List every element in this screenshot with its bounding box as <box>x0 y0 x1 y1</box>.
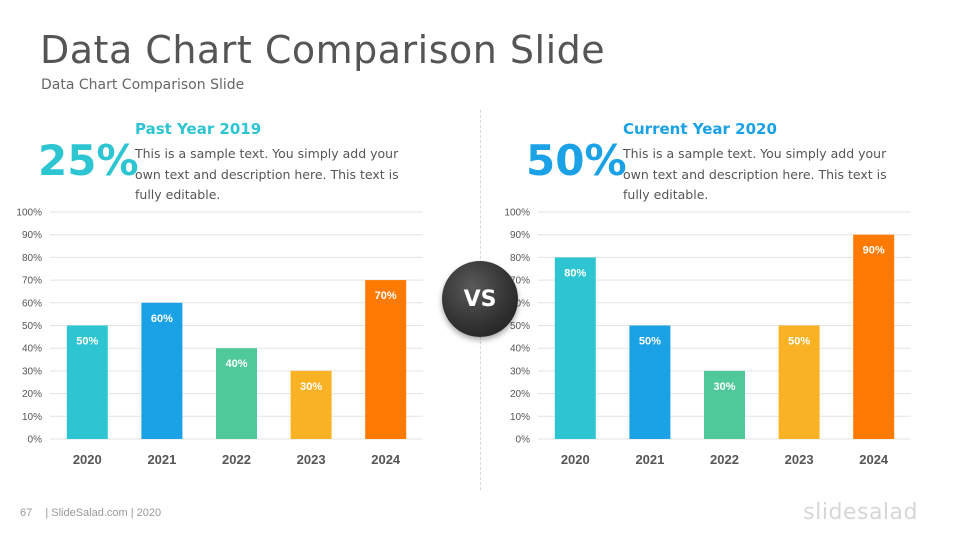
y-tick-label: 100% <box>16 208 42 219</box>
y-tick-label: 50% <box>510 321 530 332</box>
panel-description: This is a sample text. You simply add yo… <box>135 146 399 202</box>
data-label: 50% <box>639 336 661 348</box>
x-tick-label: 2021 <box>635 452 664 467</box>
bar-chart-past-year: 0% 10% 20% 30% 40% 50% 60% 70% 80% 90% 100% 50% 2020… <box>16 208 423 467</box>
data-label: 50% <box>76 336 98 348</box>
x-tick-label: 2021 <box>147 452 176 467</box>
big-percent: 25% <box>38 136 139 185</box>
x-tick-label: 2022 <box>710 452 739 467</box>
y-tick-label: 10% <box>510 412 530 423</box>
data-label: 30% <box>713 381 735 393</box>
x-tick-label: 2024 <box>371 452 401 467</box>
x-tick-label: 2023 <box>297 452 326 467</box>
slide-title: Data Chart Comparison Slide <box>40 28 606 72</box>
y-tick-label: 30% <box>22 366 42 377</box>
x-tick-label: 2020 <box>561 452 590 467</box>
bar <box>290 370 332 439</box>
panel-past-year: 25% Past Year 2019 This is a sample text… <box>16 114 438 474</box>
slide-subtitle: Data Chart Comparison Slide <box>41 77 245 93</box>
y-tick-label: 20% <box>510 389 530 400</box>
y-tick-label: 30% <box>510 366 530 377</box>
bar <box>141 302 183 439</box>
data-label: 50% <box>788 336 810 348</box>
y-tick-label: 80% <box>510 253 530 264</box>
bar <box>853 234 895 439</box>
panel-heading: Current Year 2020 <box>623 120 777 138</box>
bar <box>365 280 407 439</box>
y-tick-label: 80% <box>22 253 42 264</box>
data-label: 90% <box>863 245 885 257</box>
bar <box>554 257 596 439</box>
y-tick-label: 60% <box>510 298 530 309</box>
bar-chart-current-year: 0% 10% 20% 30% 40% 50% 60% 70% 80% 90% 100% 80% 2020… <box>504 208 911 467</box>
bar <box>778 325 820 439</box>
y-tick-label: 100% <box>504 208 530 219</box>
x-tick-label: 2023 <box>785 452 814 467</box>
y-tick-label: 0% <box>28 435 43 446</box>
panel-description: This is a sample text. You simply add yo… <box>623 146 887 202</box>
y-tick-label: 70% <box>22 276 42 287</box>
y-tick-label: 0% <box>516 435 531 446</box>
data-label: 30% <box>300 381 322 393</box>
bar <box>216 348 257 439</box>
panel-current-year: 50% Current Year 2020 This is a sample t… <box>504 114 926 474</box>
y-tick-label: 40% <box>22 344 42 355</box>
data-label: 60% <box>151 313 173 325</box>
y-tick-label: 50% <box>22 321 42 332</box>
panel-heading: Past Year 2019 <box>135 120 262 138</box>
x-tick-label: 2022 <box>222 452 251 467</box>
y-tick-label: 20% <box>22 389 42 400</box>
x-tick-label: 2020 <box>73 452 102 467</box>
bar <box>704 370 745 439</box>
y-tick-label: 10% <box>22 412 42 423</box>
data-label: 40% <box>225 358 247 370</box>
page-number: 67 <box>20 507 33 519</box>
x-tick-label: 2024 <box>859 452 889 467</box>
footer-text: | SlideSalad.com | 2020 <box>45 507 162 519</box>
footer: 67 | SlideSalad.com | 2020 <box>20 507 161 519</box>
y-tick-label: 90% <box>22 230 42 241</box>
brand-logo: slidesalad <box>803 500 918 525</box>
vs-badge: VS <box>442 261 518 337</box>
bar <box>66 325 108 439</box>
y-tick-label: 70% <box>510 276 530 287</box>
y-tick-label: 90% <box>510 230 530 241</box>
big-percent: 50% <box>526 136 627 185</box>
bar <box>629 325 671 439</box>
data-label: 70% <box>375 290 397 302</box>
data-label: 80% <box>564 267 586 279</box>
y-tick-label: 40% <box>510 344 530 355</box>
y-tick-label: 60% <box>22 298 42 309</box>
